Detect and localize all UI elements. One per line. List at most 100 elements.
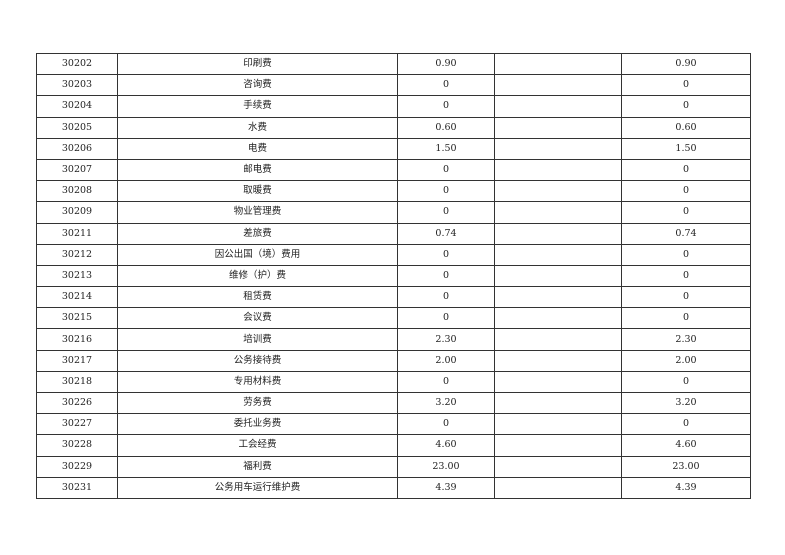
- code-cell: 30218: [36, 370, 118, 394]
- empty-cell: [494, 158, 622, 182]
- amount-cell: 0.60: [397, 116, 495, 139]
- empty-cell: [494, 391, 622, 415]
- empty-cell: [494, 95, 622, 118]
- total-cell: 2.30: [621, 328, 751, 351]
- total-cell: 0: [621, 370, 751, 394]
- code-cell: 30215: [36, 307, 118, 330]
- table-row: 30212 因公出国（境）费用 0 0: [36, 243, 751, 266]
- empty-cell: [494, 349, 622, 372]
- total-cell: 0: [621, 264, 751, 288]
- table-row: 30231 公务用车运行维护费 4.39 4.39: [36, 476, 751, 499]
- table-row: 30208 取暖费 0 0: [36, 180, 751, 203]
- name-cell: 物业管理费: [117, 201, 398, 224]
- amount-cell: 2.30: [397, 328, 495, 351]
- total-cell: 0: [621, 243, 751, 266]
- code-cell: 30214: [36, 286, 118, 309]
- empty-cell: [494, 201, 622, 224]
- empty-cell: [494, 328, 622, 351]
- total-cell: 0: [621, 413, 751, 436]
- table-row: 30226 劳务费 3.20 3.20: [36, 391, 751, 415]
- name-cell: 公务接待费: [117, 349, 398, 372]
- name-cell: 培训费: [117, 328, 398, 351]
- table-row: 30218 专用材料费 0 0: [36, 370, 751, 394]
- name-cell: 福利费: [117, 455, 398, 478]
- amount-cell: 3.20: [397, 391, 495, 415]
- amount-cell: 0: [397, 264, 495, 288]
- amount-cell: 0: [397, 74, 495, 97]
- code-cell: 30206: [36, 137, 118, 160]
- total-cell: 0.74: [621, 222, 751, 245]
- code-cell: 30211: [36, 222, 118, 245]
- total-cell: 0: [621, 307, 751, 330]
- amount-cell: 0: [397, 180, 495, 203]
- expense-table-body: 30202 印刷费 0.90 0.90 30203 咨询费 0 0 30204 手续费 0 0 3020…: [36, 52, 751, 499]
- name-cell: 租赁费: [117, 286, 398, 309]
- empty-cell: [494, 137, 622, 160]
- amount-cell: 23.00: [397, 455, 495, 478]
- empty-cell: [494, 243, 622, 266]
- total-cell: 4.39: [621, 476, 751, 499]
- name-cell: 委托业务费: [117, 413, 398, 436]
- table-row: 30207 邮电费 0 0: [36, 158, 751, 182]
- amount-cell: 0: [397, 95, 495, 118]
- amount-cell: 0: [397, 413, 495, 436]
- name-cell: 印刷费: [117, 52, 398, 76]
- empty-cell: [494, 434, 622, 457]
- code-cell: 30209: [36, 201, 118, 224]
- amount-cell: 0.74: [397, 222, 495, 245]
- table-row: 30216 培训费 2.30 2.30: [36, 328, 751, 351]
- amount-cell: 2.00: [397, 349, 495, 372]
- table-row: 30227 委托业务费 0 0: [36, 413, 751, 436]
- table-row: 30228 工会经费 4.60 4.60: [36, 434, 751, 457]
- name-cell: 差旅费: [117, 222, 398, 245]
- empty-cell: [494, 370, 622, 394]
- table-row: 30215 会议费 0 0: [36, 307, 751, 330]
- name-cell: 工会经费: [117, 434, 398, 457]
- table-row: 30206 电费 1.50 1.50: [36, 137, 751, 160]
- name-cell: 手续费: [117, 95, 398, 118]
- code-cell: 30227: [36, 413, 118, 436]
- code-cell: 30208: [36, 180, 118, 203]
- total-cell: 0: [621, 201, 751, 224]
- empty-cell: [494, 264, 622, 288]
- name-cell: 公务用车运行维护费: [117, 476, 398, 499]
- table-row: 30203 咨询费 0 0: [36, 74, 751, 97]
- code-cell: 30231: [36, 476, 118, 499]
- total-cell: 23.00: [621, 455, 751, 478]
- total-cell: 4.60: [621, 434, 751, 457]
- table-row: 30209 物业管理费 0 0: [36, 201, 751, 224]
- code-cell: 30203: [36, 74, 118, 97]
- table-row: 30211 差旅费 0.74 0.74: [36, 222, 751, 245]
- name-cell: 取暖费: [117, 180, 398, 203]
- empty-cell: [494, 455, 622, 478]
- empty-cell: [494, 52, 622, 76]
- table-row: 30205 水费 0.60 0.60: [36, 116, 751, 139]
- total-cell: 0: [621, 286, 751, 309]
- total-cell: 0: [621, 95, 751, 118]
- code-cell: 30228: [36, 434, 118, 457]
- table-row: 30214 租赁费 0 0: [36, 286, 751, 309]
- name-cell: 会议费: [117, 307, 398, 330]
- total-cell: 3.20: [621, 391, 751, 415]
- amount-cell: 0: [397, 370, 495, 394]
- code-cell: 30205: [36, 116, 118, 139]
- table-row: 30202 印刷费 0.90 0.90: [36, 52, 751, 76]
- empty-cell: [494, 476, 622, 499]
- table-row: 30229 福利费 23.00 23.00: [36, 455, 751, 478]
- amount-cell: 0: [397, 158, 495, 182]
- name-cell: 因公出国（境）费用: [117, 243, 398, 266]
- code-cell: 30202: [36, 52, 118, 76]
- code-cell: 30207: [36, 158, 118, 182]
- amount-cell: 0: [397, 243, 495, 266]
- name-cell: 水费: [117, 116, 398, 139]
- amount-cell: 0: [397, 201, 495, 224]
- empty-cell: [494, 286, 622, 309]
- code-cell: 30226: [36, 391, 118, 415]
- total-cell: 0.90: [621, 52, 751, 76]
- empty-cell: [494, 116, 622, 139]
- empty-cell: [494, 222, 622, 245]
- name-cell: 邮电费: [117, 158, 398, 182]
- name-cell: 咨询费: [117, 74, 398, 97]
- empty-cell: [494, 307, 622, 330]
- total-cell: 0: [621, 74, 751, 97]
